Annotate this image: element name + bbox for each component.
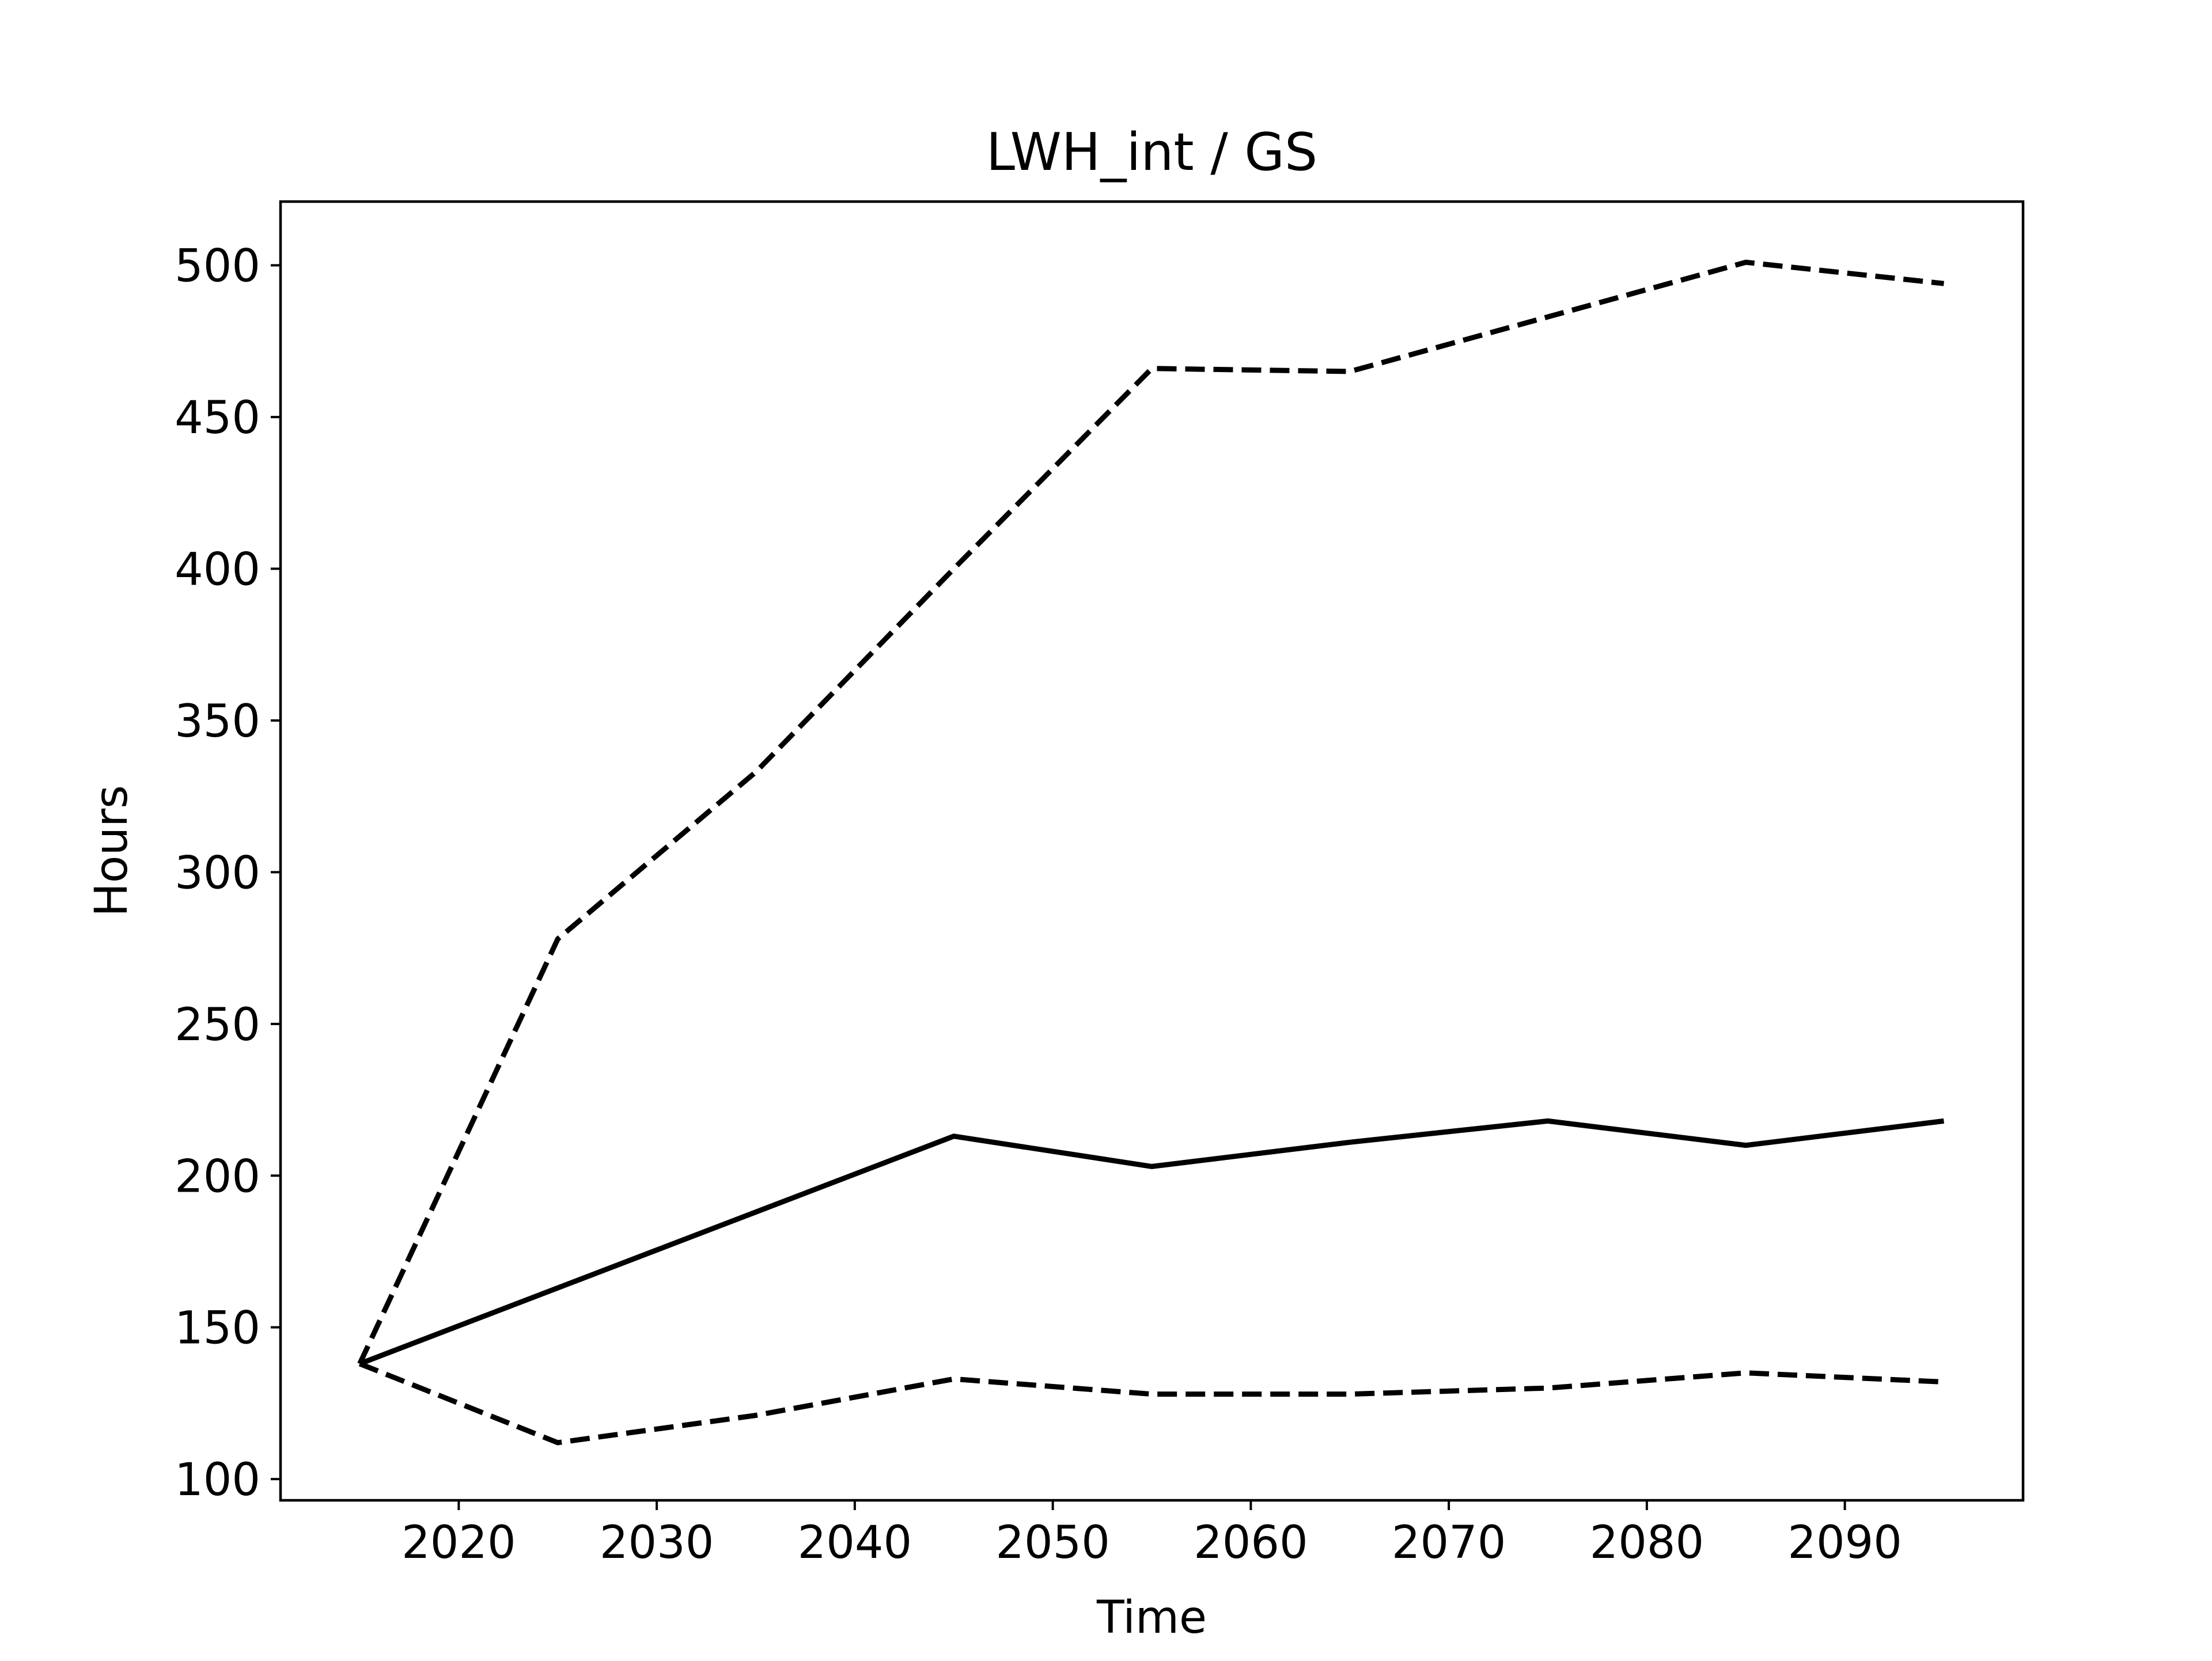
x-tick-label-2030: 2030 — [600, 1517, 714, 1569]
x-tick-label-2080: 2080 — [1590, 1517, 1705, 1569]
chart-title: LWH_int / GS — [986, 122, 1317, 183]
x-tick-label-2070: 2070 — [1392, 1517, 1506, 1569]
y-tick-label-300: 300 — [175, 847, 260, 899]
series-line-3 — [358, 1361, 1944, 1446]
series-layer — [357, 259, 1945, 1446]
y-tick-label-200: 200 — [175, 1151, 260, 1203]
y-tick-label-400: 400 — [175, 544, 260, 596]
x-tick-label-2050: 2050 — [995, 1517, 1110, 1569]
y-tick-label-350: 350 — [175, 696, 260, 748]
y-tick-label-500: 500 — [175, 241, 260, 293]
series-line-2 — [357, 259, 1944, 1365]
y-tick-label-250: 250 — [175, 999, 260, 1051]
series-line-1 — [358, 1118, 1945, 1367]
x-tick-label-2090: 2090 — [1787, 1517, 1902, 1569]
axes-layer: 2020 2030 2040 2050 2060 2070 2080 2090 100 150 20… — [175, 200, 2025, 1569]
y-tick-label-450: 450 — [175, 392, 260, 444]
y-tick-label-100: 100 — [175, 1454, 260, 1506]
x-axis-label: Time — [1096, 1592, 1207, 1644]
x-tick-label-2060: 2060 — [1194, 1517, 1308, 1569]
x-tick-label-2040: 2040 — [798, 1517, 912, 1569]
x-tick-label-2020: 2020 — [402, 1517, 516, 1569]
y-tick-label-150: 150 — [175, 1303, 260, 1355]
plot-frame — [279, 200, 2025, 1502]
y-axis-label: Hours — [86, 785, 138, 917]
